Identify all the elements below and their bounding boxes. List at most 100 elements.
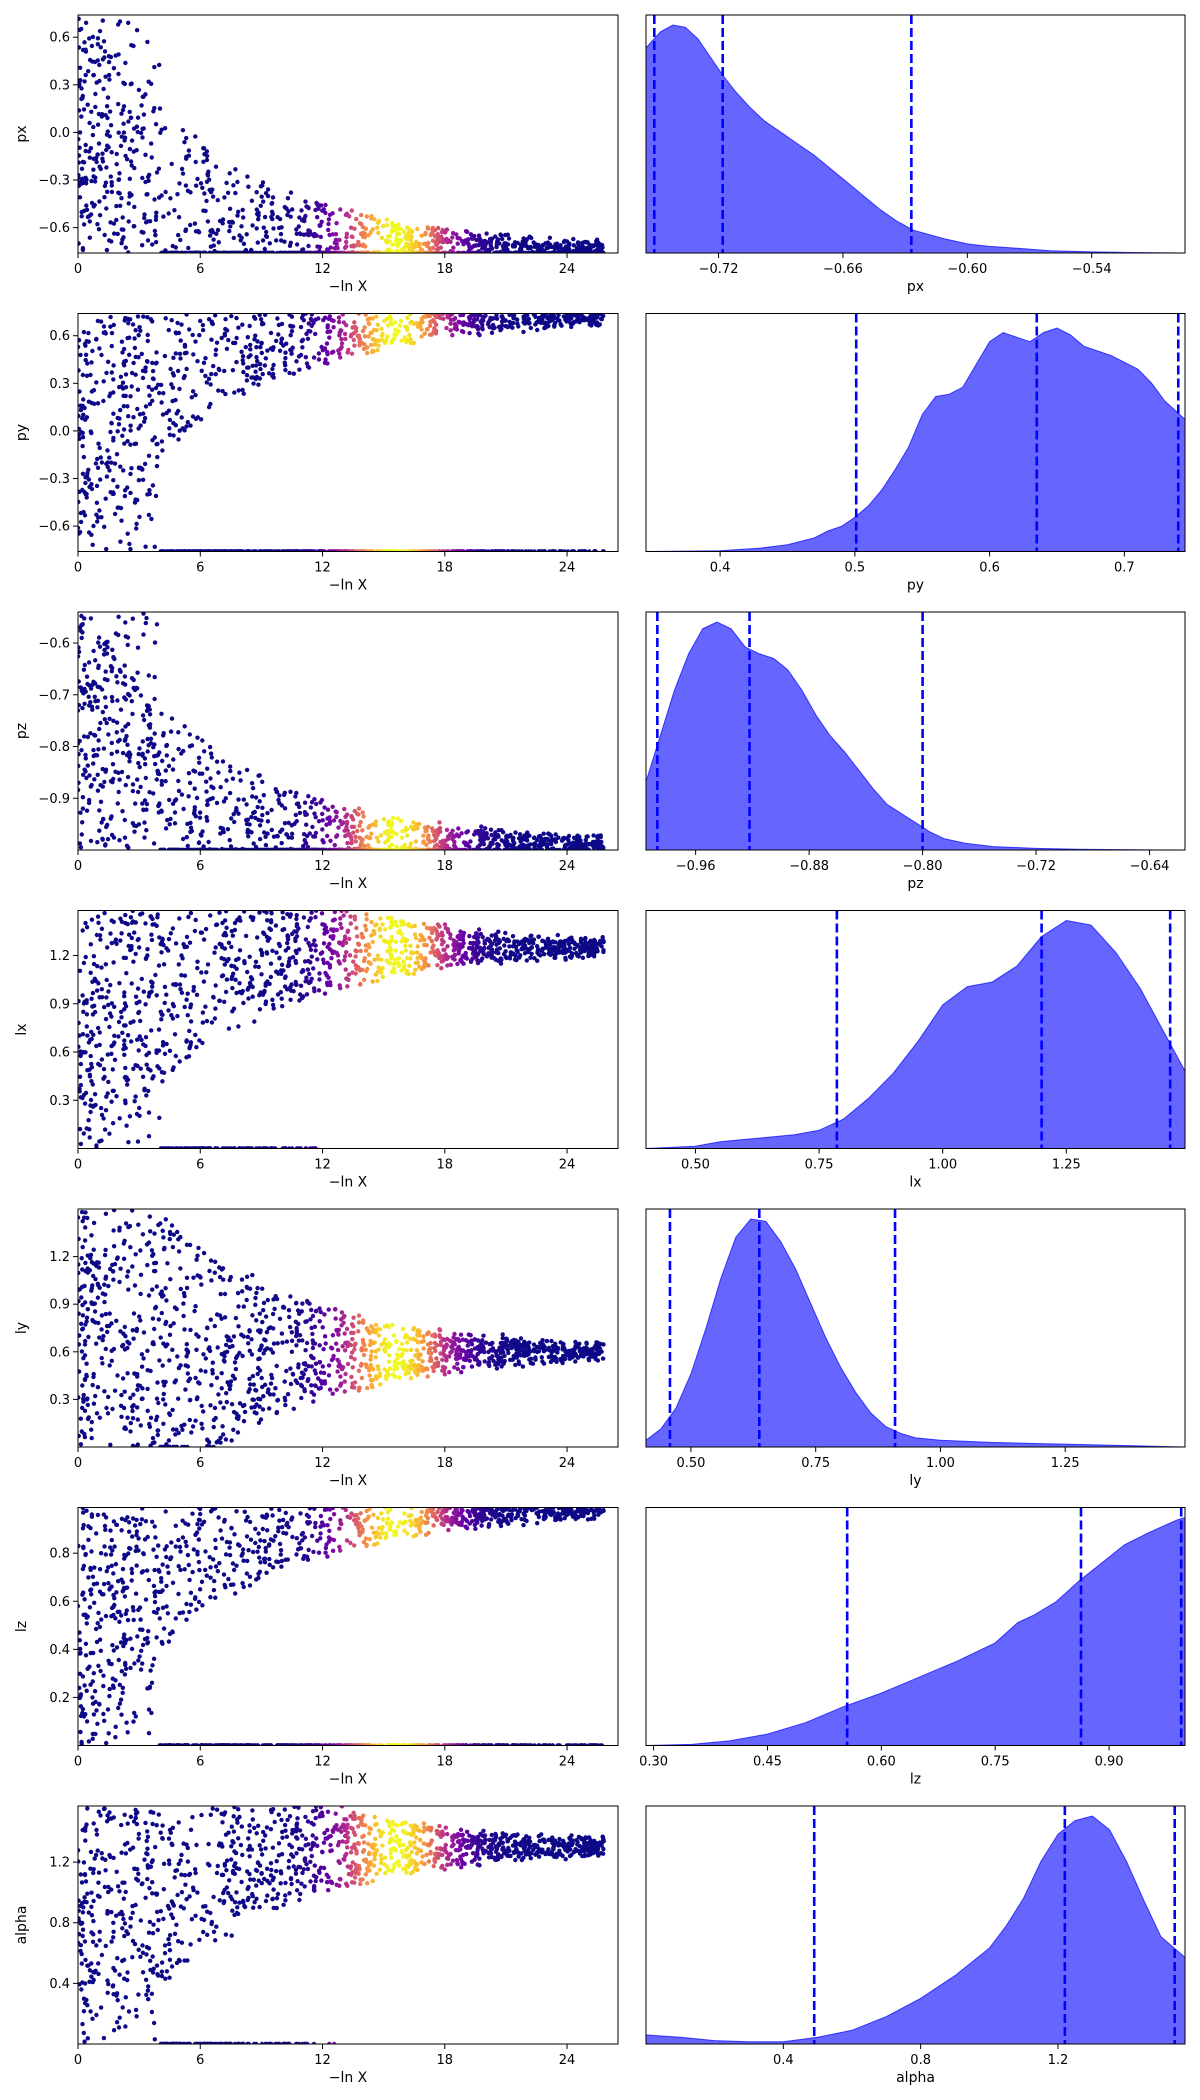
trace-point [221, 847, 226, 850]
trace-point [468, 839, 473, 844]
trace-point [241, 797, 246, 802]
trace-point [253, 333, 258, 338]
trace-point [316, 357, 322, 362]
trace-point [87, 120, 92, 126]
trace-point [166, 1008, 171, 1013]
trace-point [108, 174, 114, 179]
trace-point [78, 1061, 84, 1067]
trace-point [103, 1016, 109, 1022]
trace-point [132, 500, 138, 505]
trace-point [362, 325, 367, 330]
trace-panel-lx: 0 6 12 18 241.20.90.60.3−ln Xlx [14, 910, 619, 1191]
trace-point [114, 217, 119, 223]
trace-point [101, 324, 107, 329]
trace-point [461, 840, 467, 845]
trace-point [78, 703, 82, 708]
trace-point [409, 234, 414, 239]
trace-point [294, 242, 300, 247]
trace-point [86, 477, 92, 482]
trace-point [279, 238, 284, 243]
trace-point [430, 231, 435, 236]
trace-point [181, 806, 186, 812]
trace-point [252, 549, 258, 552]
trace-point [350, 234, 355, 240]
trace-point [176, 408, 181, 414]
trace-point [270, 373, 275, 379]
trace-point [123, 245, 128, 250]
trace-point [284, 832, 289, 837]
trace-point [476, 847, 481, 850]
trace-point [463, 847, 468, 850]
trace-point [583, 837, 588, 843]
trace-point [320, 847, 326, 850]
trace-point [356, 313, 361, 316]
trace-point [240, 387, 245, 393]
trace-point [78, 810, 83, 815]
trace-point [385, 334, 390, 339]
trace-point [182, 549, 187, 552]
trace-ytick-label: −0.7 [38, 688, 70, 703]
trace-point [90, 348, 95, 354]
posterior-xtick-label: −0.60 [947, 262, 987, 277]
trace-xtick-label: 6 [196, 561, 204, 576]
trace-point [598, 833, 603, 838]
trace-point [235, 179, 240, 185]
trace-point [417, 241, 422, 247]
trace-point [150, 376, 156, 381]
trace-point [100, 709, 106, 715]
trace-point [120, 215, 125, 220]
trace-point [195, 735, 200, 740]
trace-point [553, 242, 558, 247]
posterior-xtick-label: 0.6 [979, 561, 1000, 576]
trace-point [467, 844, 472, 850]
trace-point [276, 322, 282, 328]
trace-point [434, 828, 439, 834]
trace-point [78, 352, 83, 358]
trace-point [194, 183, 199, 188]
trace-point [109, 150, 114, 155]
trace-point [408, 956, 413, 961]
trace-point [200, 1010, 206, 1015]
trace-point [312, 811, 317, 816]
trace-point [127, 109, 132, 115]
trace-point [307, 831, 312, 836]
trace-point [539, 838, 544, 844]
trace-point [389, 340, 394, 345]
trace-point [79, 209, 84, 215]
trace-point [82, 734, 87, 739]
trace-point [142, 212, 147, 217]
trace-point [515, 250, 520, 253]
trace-point [155, 441, 160, 447]
trace-point [315, 244, 320, 249]
trace-point [174, 250, 179, 253]
trace-point [125, 742, 130, 747]
trace-point [214, 800, 220, 806]
trace-point [221, 829, 226, 835]
trace-point [83, 689, 88, 694]
trace-point [191, 984, 196, 990]
trace-point [360, 328, 366, 334]
trace-point [432, 843, 438, 849]
trace-point [175, 192, 180, 197]
trace-point [347, 214, 352, 219]
trace-point [167, 822, 172, 827]
trace-point [474, 250, 480, 253]
trace-point [184, 1039, 189, 1044]
trace-point [561, 239, 567, 245]
trace-point [111, 435, 116, 441]
trace-point [247, 549, 252, 552]
trace-point [332, 910, 337, 915]
trace-point [133, 372, 138, 377]
trace-point [78, 654, 81, 659]
trace-point [84, 495, 89, 500]
trace-point [356, 847, 361, 850]
trace-point [399, 338, 404, 343]
trace-point [580, 955, 586, 960]
trace-point [153, 240, 159, 245]
trace-point [241, 361, 246, 366]
trace-point [265, 819, 271, 824]
trace-point [179, 322, 184, 327]
trace-point [145, 736, 150, 742]
trace-point [375, 549, 380, 552]
trace-point [392, 332, 397, 337]
